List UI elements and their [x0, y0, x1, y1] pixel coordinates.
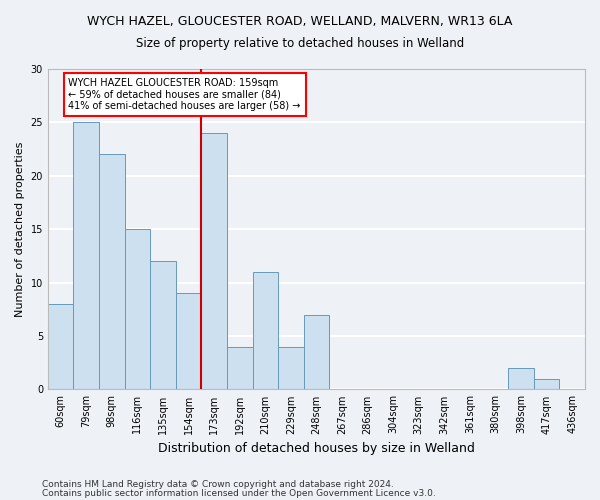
- X-axis label: Distribution of detached houses by size in Welland: Distribution of detached houses by size …: [158, 442, 475, 455]
- Bar: [253, 272, 278, 390]
- Text: WYCH HAZEL, GLOUCESTER ROAD, WELLAND, MALVERN, WR13 6LA: WYCH HAZEL, GLOUCESTER ROAD, WELLAND, MA…: [88, 15, 512, 28]
- Bar: [278, 346, 304, 390]
- Bar: [125, 229, 150, 390]
- Bar: [73, 122, 99, 390]
- Text: Contains HM Land Registry data © Crown copyright and database right 2024.: Contains HM Land Registry data © Crown c…: [42, 480, 394, 489]
- Text: Size of property relative to detached houses in Welland: Size of property relative to detached ho…: [136, 38, 464, 51]
- Y-axis label: Number of detached properties: Number of detached properties: [15, 142, 25, 317]
- Bar: [99, 154, 125, 390]
- Bar: [508, 368, 534, 390]
- Bar: [534, 378, 559, 390]
- Bar: [150, 262, 176, 390]
- Bar: [48, 304, 73, 390]
- Text: WYCH HAZEL GLOUCESTER ROAD: 159sqm
← 59% of detached houses are smaller (84)
41%: WYCH HAZEL GLOUCESTER ROAD: 159sqm ← 59%…: [68, 78, 301, 110]
- Bar: [202, 133, 227, 390]
- Text: Contains public sector information licensed under the Open Government Licence v3: Contains public sector information licen…: [42, 489, 436, 498]
- Bar: [227, 346, 253, 390]
- Bar: [304, 314, 329, 390]
- Bar: [176, 294, 202, 390]
